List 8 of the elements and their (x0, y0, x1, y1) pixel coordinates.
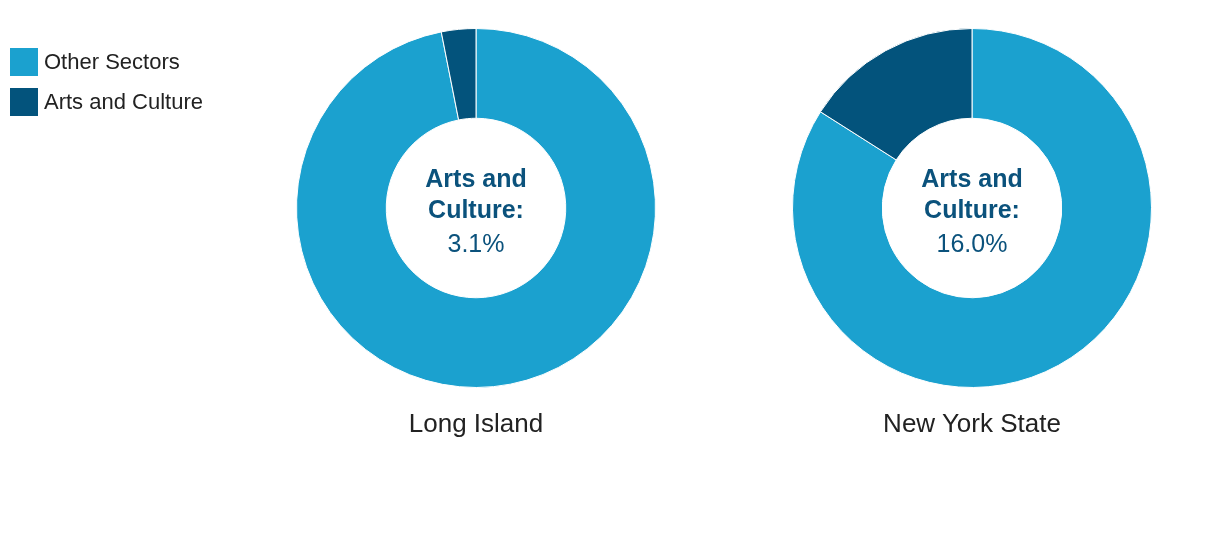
legend-label: Other Sectors (44, 49, 180, 75)
text: New York State (882, 408, 1062, 439)
text: Long Island (407, 408, 545, 439)
legend-label: Arts and Culture (44, 89, 203, 115)
text: 16.0% (935, 228, 1009, 259)
text: Arts and Culture: (424, 163, 528, 225)
text: 3.1% (446, 228, 506, 259)
text: Arts and Culture: (920, 163, 1024, 225)
